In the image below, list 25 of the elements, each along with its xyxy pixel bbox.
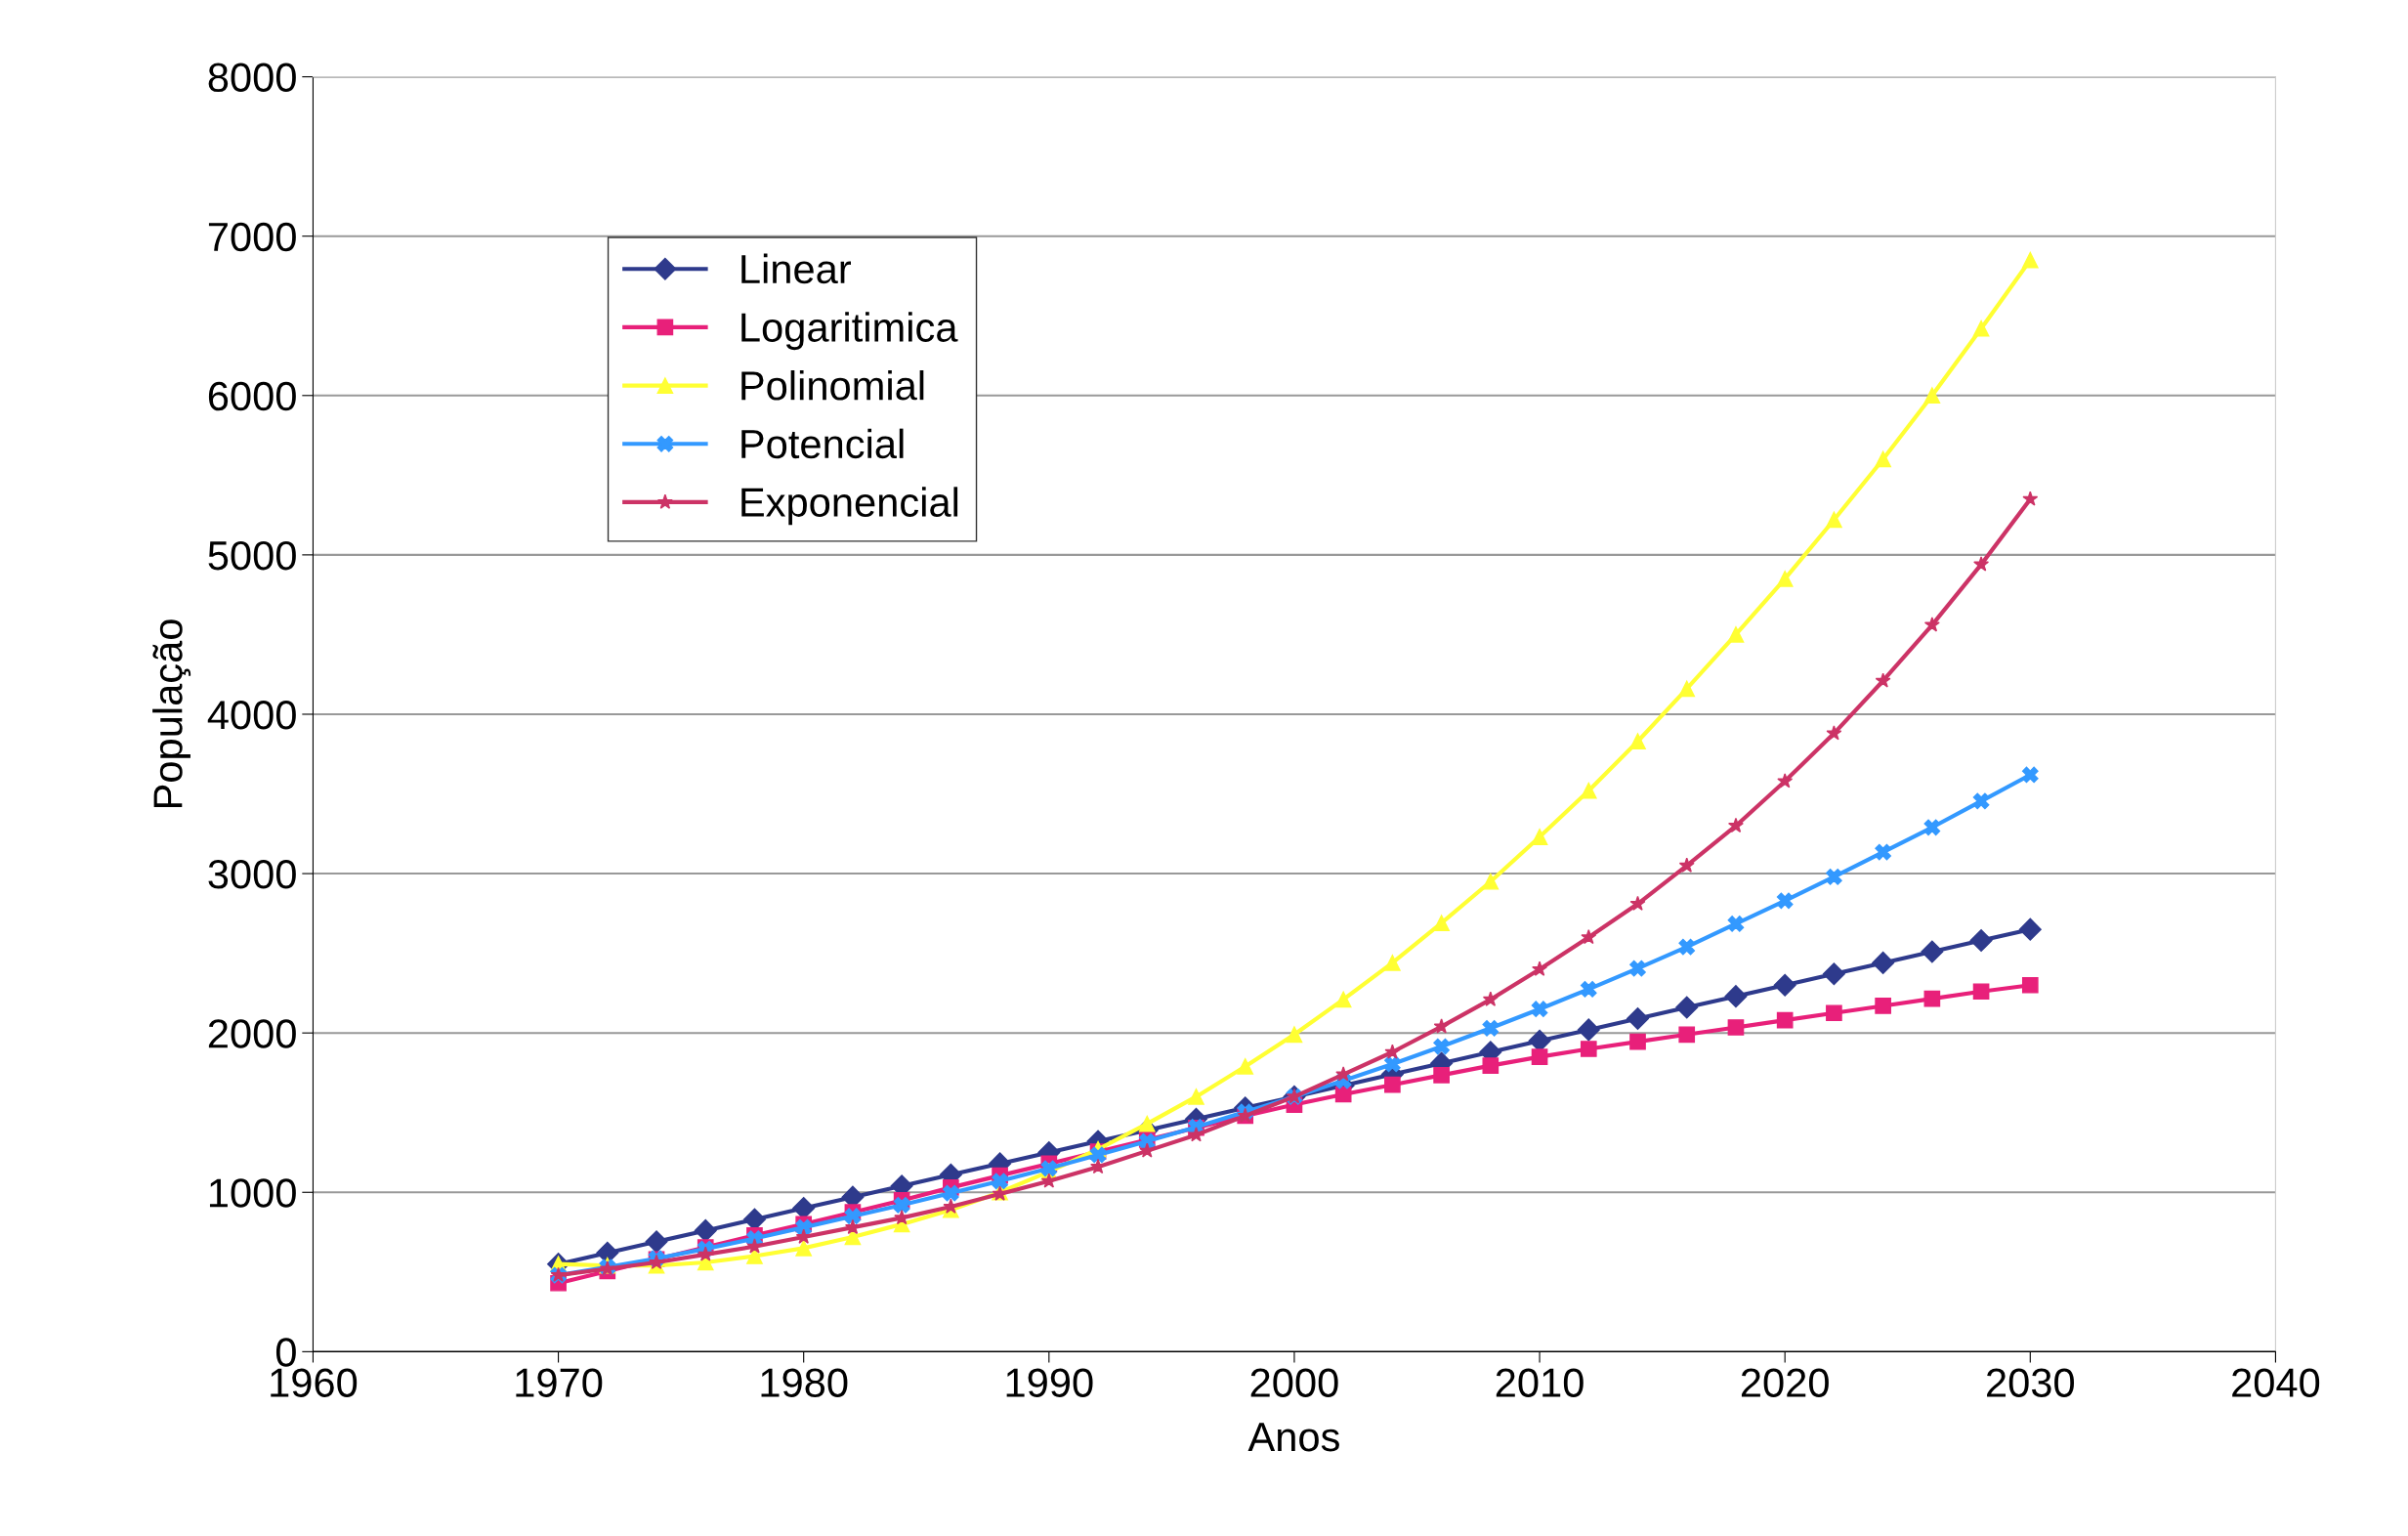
y-tick-label: 8000 xyxy=(208,63,296,93)
y-tick-label: 4000 xyxy=(207,700,296,730)
x-tick-label: 1980 xyxy=(761,1368,848,1397)
legend-label: Linear xyxy=(741,253,852,284)
legend-label: Potencial xyxy=(741,428,904,459)
x-axis-title: Anos xyxy=(1247,1423,1339,1452)
x-tick-label: 2010 xyxy=(1496,1368,1584,1397)
legend-label: Exponencial xyxy=(741,487,958,526)
y-tick-label: 7000 xyxy=(208,222,296,252)
y-tick-label: 0 xyxy=(275,1338,296,1367)
y-axis-title: População xyxy=(152,619,191,808)
x-tick-label: 1960 xyxy=(271,1368,358,1397)
legend-label: Logaritimica xyxy=(741,312,958,351)
y-tick-label: 1000 xyxy=(209,1178,296,1208)
x-tick-label: 2030 xyxy=(1987,1368,2075,1397)
x-tick-label: 2040 xyxy=(2232,1368,2320,1397)
y-tick-label: 5000 xyxy=(208,540,296,571)
y-tick-label: 6000 xyxy=(208,381,296,411)
x-tick-label: 1970 xyxy=(516,1368,603,1397)
y-tick-label: 3000 xyxy=(208,860,296,889)
legend-label: Polinomial xyxy=(741,369,924,401)
x-tick-label: 2020 xyxy=(1741,1368,1829,1397)
x-tick-label: 1990 xyxy=(1006,1368,1093,1397)
x-tick-label: 2000 xyxy=(1250,1368,1338,1397)
y-tick-label: 2000 xyxy=(208,1019,296,1048)
